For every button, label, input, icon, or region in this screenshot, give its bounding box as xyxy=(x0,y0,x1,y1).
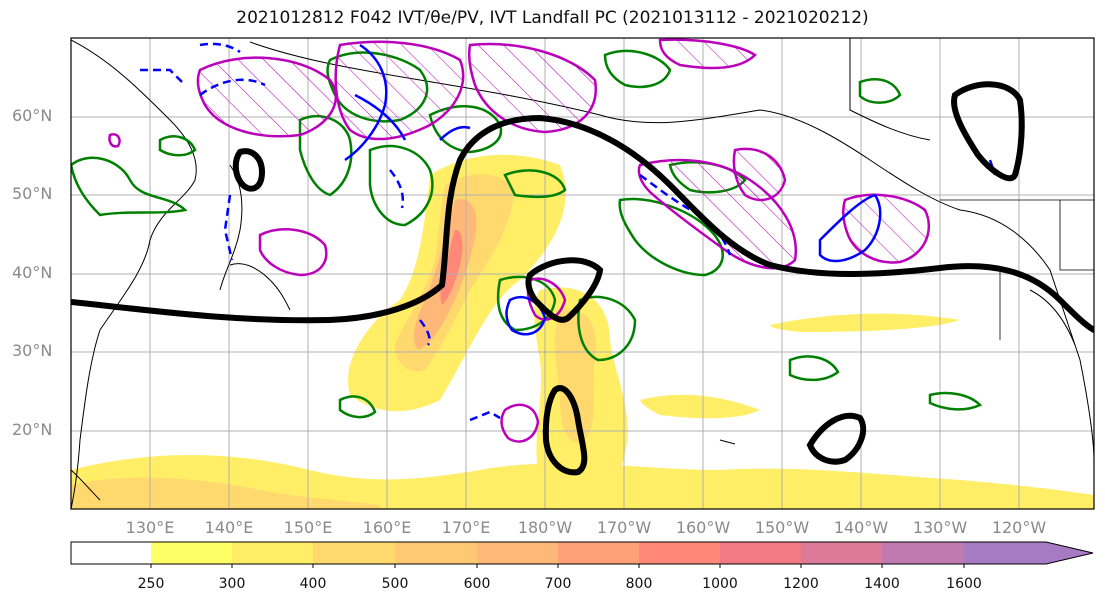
colorbar-tick-400: 400 xyxy=(299,576,327,592)
lat-label-40n: 40°N xyxy=(12,263,53,282)
lon-label-150e: 150°E xyxy=(283,518,333,537)
colorbar-outline xyxy=(70,541,1094,565)
map-frame xyxy=(70,37,1095,510)
borders xyxy=(940,199,1094,340)
colorbar-segment-250 xyxy=(151,542,232,564)
lat-label-30n: 30°N xyxy=(12,341,53,360)
pv-contours xyxy=(108,38,931,443)
colorbar-extend-arrow xyxy=(1046,542,1093,564)
lon-label-130e: 130°E xyxy=(125,518,175,537)
colorbar-segment-1400 xyxy=(882,542,964,564)
lon-label-140w: 140°W xyxy=(833,518,889,537)
colorbar-segment-600 xyxy=(477,542,558,564)
colorbar-tick-500: 500 xyxy=(381,576,409,592)
lon-label-130w: 130°W xyxy=(912,518,968,537)
lon-label-120w: 120°W xyxy=(991,518,1047,537)
lat-label-60n: 60°N xyxy=(12,106,53,125)
colorbar-segment-500 xyxy=(395,542,477,564)
colorbar-tick-600: 600 xyxy=(463,576,491,592)
ivt-shading xyxy=(71,154,1094,509)
colorbar-tick-1400: 1400 xyxy=(864,576,900,592)
colorbar-tick-1200: 1200 xyxy=(783,576,819,592)
colorbar-tick-250: 250 xyxy=(137,576,165,592)
lon-label-140e: 140°E xyxy=(204,518,254,537)
lon-label-160w: 160°W xyxy=(675,518,731,537)
colorbar-segment-below xyxy=(71,542,151,564)
lon-label-170e: 170°E xyxy=(441,518,491,537)
lon-label-170w: 170°W xyxy=(596,518,652,537)
lon-label-160e: 160°E xyxy=(362,518,412,537)
map-title: 2021012812 F042 IVT/θe/PV, IVT Landfall … xyxy=(0,8,1105,28)
colorbar-segment-700 xyxy=(558,542,639,564)
lat-label-20n: 20°N xyxy=(12,420,53,439)
colorbar-tick-1600: 1600 xyxy=(946,576,982,592)
colorbar-tick-300: 300 xyxy=(218,576,246,592)
map-title-text: 2021012812 F042 IVT/θe/PV, IVT Landfall … xyxy=(236,8,869,28)
lat-label-50n: 50°N xyxy=(12,184,53,203)
colorbar xyxy=(70,541,1094,568)
ivt-landfall-pc-contour xyxy=(71,81,1094,476)
colorbar-segment-300 xyxy=(232,542,313,564)
colorbar-segment-1200 xyxy=(801,542,882,564)
colorbar-tick-800: 800 xyxy=(625,576,653,592)
blue-solid-contours xyxy=(344,43,882,336)
colorbar-segment-1600 xyxy=(964,542,1046,564)
lon-label-150w: 150°W xyxy=(754,518,810,537)
lon-label-180w: 180°W xyxy=(517,518,573,537)
colorbar-segment-800 xyxy=(639,542,720,564)
colorbar-tick-1000: 1000 xyxy=(702,576,738,592)
colorbar-tick-700: 700 xyxy=(544,576,572,592)
colorbar-segment-1000 xyxy=(720,542,801,564)
colorbar-segment-400 xyxy=(313,542,395,564)
